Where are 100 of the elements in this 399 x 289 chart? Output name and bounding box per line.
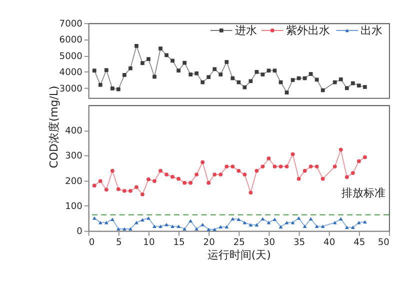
point	[308, 164, 313, 168]
point	[140, 61, 144, 66]
legend-label: 紫外出水	[286, 24, 330, 38]
point	[158, 224, 162, 228]
point	[350, 226, 355, 230]
point	[92, 184, 96, 188]
y-tick-label: 4000	[59, 68, 83, 78]
x-tick-label: 25	[233, 238, 245, 248]
point	[284, 164, 289, 168]
point	[110, 168, 114, 173]
point	[248, 223, 253, 227]
point	[260, 217, 265, 220]
ref-line-label: 排放标准	[341, 186, 386, 200]
x-tick-label: 10	[143, 238, 155, 248]
point	[230, 164, 235, 168]
point	[308, 217, 313, 220]
point	[290, 152, 295, 156]
point	[92, 68, 96, 73]
point	[176, 68, 180, 73]
point	[128, 188, 132, 193]
point	[170, 58, 174, 63]
point	[284, 90, 289, 94]
x-tick-label: 30	[263, 238, 276, 248]
point	[254, 70, 259, 74]
point	[116, 87, 120, 92]
point	[212, 67, 217, 72]
point	[182, 180, 186, 185]
point	[272, 218, 277, 221]
point	[128, 66, 132, 70]
point	[176, 176, 180, 181]
point	[212, 228, 217, 232]
point	[272, 68, 277, 73]
point	[363, 220, 367, 224]
point	[278, 164, 283, 168]
point	[170, 174, 174, 179]
point	[140, 218, 144, 222]
y-tick-label: 100	[65, 202, 83, 212]
x-tick-label: 35	[293, 238, 306, 248]
x-tick-label: 40	[324, 238, 336, 248]
point	[320, 224, 325, 228]
point	[224, 225, 229, 229]
point	[116, 227, 120, 231]
point	[254, 168, 259, 173]
point	[146, 177, 150, 182]
point	[224, 60, 229, 64]
y-tick-label: 0	[76, 227, 83, 238]
point	[302, 168, 307, 173]
point	[344, 86, 349, 90]
y-tick-label: 400	[65, 126, 83, 136]
point	[363, 85, 367, 89]
point	[236, 80, 241, 84]
point	[122, 73, 126, 77]
point	[98, 82, 102, 87]
point	[134, 185, 138, 190]
point	[200, 80, 205, 84]
point	[158, 46, 162, 50]
y-tick-label: 200	[65, 176, 83, 187]
point	[296, 176, 301, 181]
point	[116, 187, 120, 192]
point	[314, 224, 319, 228]
point	[320, 176, 325, 181]
point	[308, 72, 313, 76]
point	[224, 164, 229, 168]
point	[134, 44, 138, 48]
point	[338, 217, 343, 220]
point	[266, 68, 271, 73]
point	[122, 227, 126, 231]
point	[242, 85, 247, 90]
legend-label: 出水	[360, 24, 383, 38]
point	[206, 180, 211, 185]
y-tick-label: 3000	[59, 84, 83, 94]
point	[230, 217, 235, 220]
point	[254, 223, 259, 227]
point	[170, 224, 174, 228]
legend-label: 进水	[235, 24, 258, 38]
point	[110, 86, 114, 90]
y-tick-label: 6000	[59, 36, 83, 46]
point	[344, 226, 349, 230]
point	[194, 227, 199, 231]
point	[152, 74, 156, 79]
point	[320, 88, 325, 92]
point	[182, 60, 186, 65]
x-tick-label: 45	[354, 238, 366, 248]
point	[230, 76, 235, 80]
point	[350, 171, 355, 175]
point	[122, 188, 126, 193]
x-tick-label: 20	[203, 238, 216, 248]
point	[200, 160, 205, 164]
point	[128, 227, 132, 231]
point	[314, 78, 319, 82]
point	[272, 164, 277, 168]
point	[200, 222, 205, 226]
point	[104, 68, 108, 72]
point	[110, 218, 114, 221]
y-tick-label: 300	[65, 152, 83, 162]
point	[338, 77, 343, 82]
point	[356, 159, 361, 164]
point	[236, 218, 241, 221]
point	[242, 172, 247, 176]
point	[314, 164, 319, 168]
